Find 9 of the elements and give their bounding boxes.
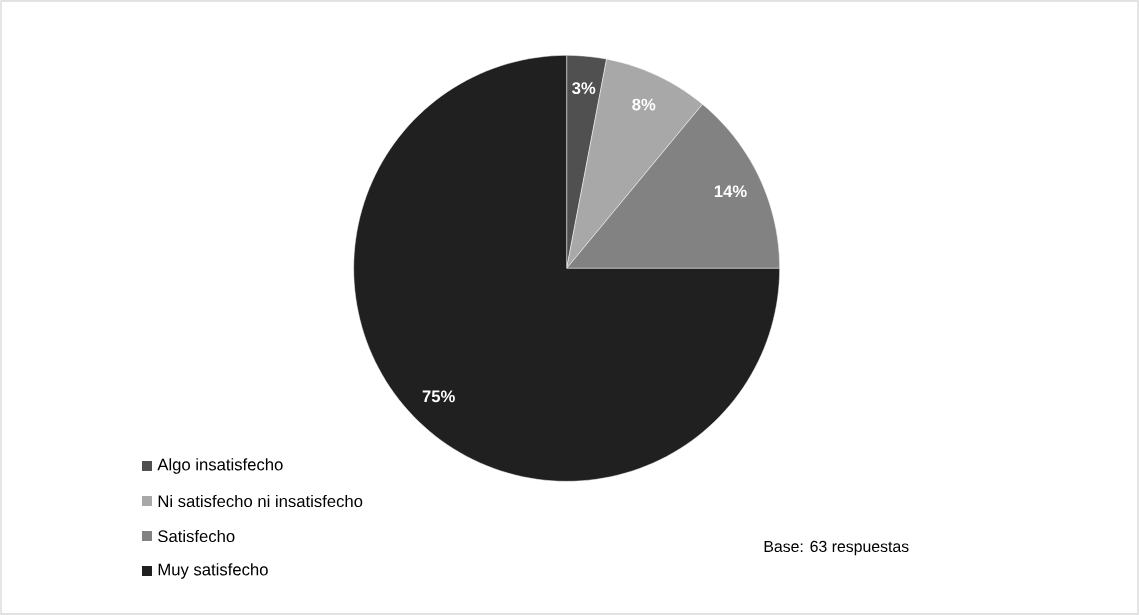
data-label: 14% bbox=[714, 185, 747, 198]
text: Base: 63 respuestas bbox=[764, 540, 909, 556]
legend-label: Satisfecho bbox=[158, 529, 235, 543]
legend-label: Muy satisfecho bbox=[158, 563, 268, 579]
legend-label: Algo insatisfecho bbox=[157, 458, 283, 474]
data-label: 8% bbox=[632, 98, 656, 111]
data-label: 3% bbox=[572, 82, 596, 95]
data-label: 75% bbox=[422, 390, 455, 403]
legend-label: Ni satisfecho ni insatisfecho bbox=[158, 494, 363, 508]
